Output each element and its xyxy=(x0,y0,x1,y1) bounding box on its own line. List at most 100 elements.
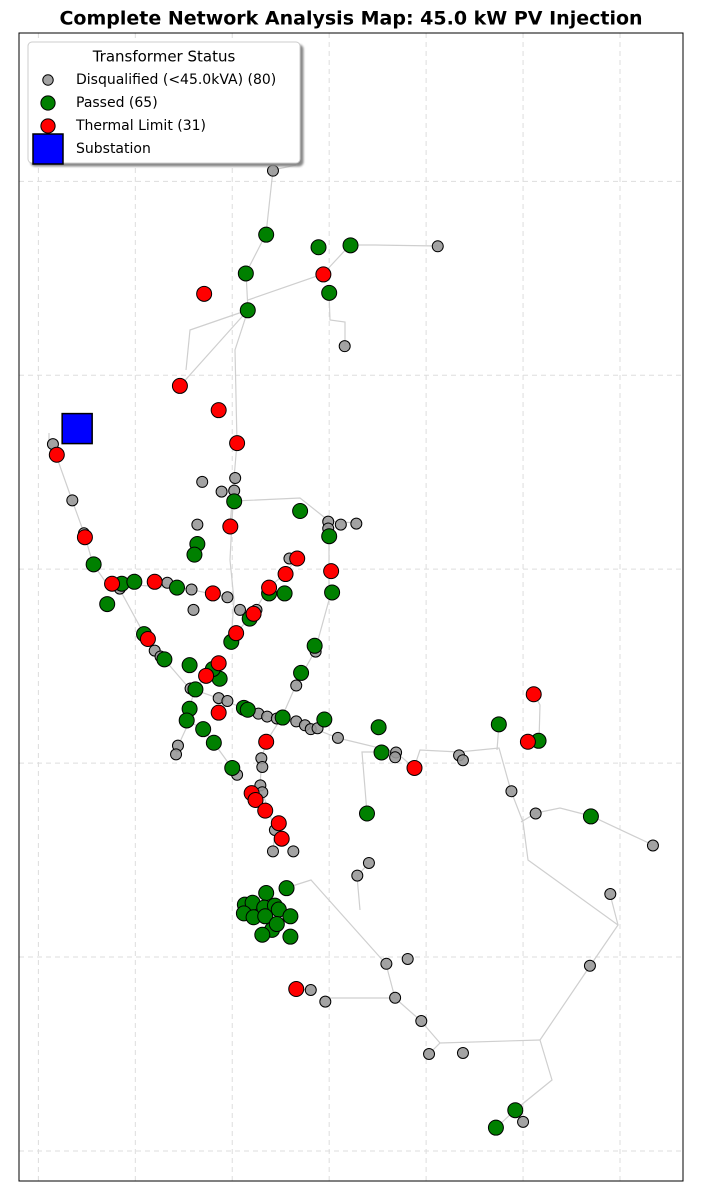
transformer-point xyxy=(210,402,227,419)
transformer-point xyxy=(191,518,204,531)
transformer-point xyxy=(323,563,340,580)
legend-label: Passed (65) xyxy=(76,95,158,111)
transformer-point xyxy=(290,679,303,692)
transformer-point xyxy=(389,751,402,764)
transformer-point xyxy=(266,845,279,858)
transformer-point xyxy=(519,733,536,750)
transformer-point xyxy=(319,995,332,1008)
legend-label: Thermal Limit (31) xyxy=(75,118,206,134)
transformer-point xyxy=(288,981,305,998)
transformer-point xyxy=(228,625,245,642)
transformer-point xyxy=(525,686,542,703)
transformer-point xyxy=(321,528,338,545)
transformer-point xyxy=(306,637,323,654)
transformer-point xyxy=(258,733,275,750)
substation-marker xyxy=(61,412,93,445)
transformer-point xyxy=(276,585,293,602)
transformer-point xyxy=(338,340,351,353)
transformer-point xyxy=(171,377,188,394)
transformer-point xyxy=(146,573,163,590)
legend-marker xyxy=(42,74,54,86)
transformer-point xyxy=(316,711,333,728)
transformer-point xyxy=(66,494,79,507)
transformer-point xyxy=(273,830,290,847)
transformer-point xyxy=(270,815,287,832)
transformer-point xyxy=(293,664,310,681)
transformer-point xyxy=(187,681,204,698)
transformer-point xyxy=(389,991,402,1004)
transformer-point xyxy=(287,845,300,858)
transformer-point xyxy=(274,709,291,726)
transformer-point xyxy=(490,716,507,733)
transformer-point xyxy=(582,808,599,825)
legend-label: Disqualified (<45.0kVA) (80) xyxy=(76,72,276,88)
transformer-point xyxy=(229,435,246,452)
transformer-point xyxy=(224,759,241,776)
transformer-point xyxy=(239,302,256,319)
plot-frame xyxy=(18,32,684,1182)
transformer-point xyxy=(181,657,198,674)
transformer-point xyxy=(254,926,271,943)
transformer-point xyxy=(239,701,256,718)
legend-label: Substation xyxy=(76,141,151,157)
transformer-point xyxy=(185,583,198,596)
transformer-point xyxy=(380,957,393,970)
transformer-point xyxy=(237,265,254,282)
transformer-point xyxy=(507,1102,524,1119)
transformer-point xyxy=(406,759,423,776)
network-edges xyxy=(48,164,654,1129)
legend-marker xyxy=(32,133,64,165)
transformer-point xyxy=(266,164,279,177)
transformer-point xyxy=(315,266,332,283)
transformer-point xyxy=(604,888,617,900)
transformer-point xyxy=(292,503,309,520)
transformer-point xyxy=(401,952,414,965)
transformer-point xyxy=(423,1047,436,1060)
transformer-point xyxy=(247,791,264,808)
transformer-point xyxy=(373,744,390,761)
transformer-point xyxy=(358,805,375,822)
transformer-point xyxy=(245,605,262,622)
points xyxy=(46,164,659,1136)
transformer-point xyxy=(222,518,239,535)
legend-title: Transformer Status xyxy=(92,48,236,66)
transformer-point xyxy=(85,556,102,573)
transformer-point xyxy=(210,704,227,721)
transformer-point xyxy=(205,734,222,751)
transformer-point xyxy=(415,1015,428,1028)
transformer-point xyxy=(324,584,341,601)
transformer-point xyxy=(234,603,247,616)
transformer-point xyxy=(99,596,116,613)
grid xyxy=(19,33,683,1181)
transformer-point xyxy=(583,959,596,972)
legend: Transformer Status Disqualified (<45.0kV… xyxy=(27,41,301,165)
transformer-point xyxy=(226,493,243,510)
transformer-point xyxy=(362,856,375,869)
transformer-point xyxy=(456,754,469,767)
transformer-point xyxy=(169,579,186,596)
chart-title: Complete Network Analysis Map: 45.0 kW P… xyxy=(59,8,642,30)
transformer-point xyxy=(257,908,274,925)
transformer-point xyxy=(487,1119,504,1136)
transformer-point xyxy=(268,916,285,933)
transformer-point xyxy=(331,731,344,744)
transformer-point xyxy=(342,237,359,254)
transformer-point xyxy=(310,239,327,256)
transformer-point xyxy=(195,721,212,738)
transformer-point xyxy=(261,710,274,723)
transformer-point xyxy=(76,529,93,546)
legend-marker xyxy=(40,118,56,134)
transformer-point xyxy=(256,760,269,773)
transformer-point xyxy=(198,667,215,684)
transformer-point xyxy=(156,651,173,668)
transformer-point xyxy=(370,719,387,736)
transformer-point xyxy=(187,603,200,616)
transformer-point xyxy=(170,748,183,761)
transformer-point xyxy=(210,655,227,672)
transformer-point xyxy=(261,579,278,596)
transformer-point xyxy=(48,446,65,463)
transformer-point xyxy=(321,284,338,301)
transformer-point xyxy=(104,575,121,592)
transformer-point xyxy=(431,240,444,253)
transformer-point xyxy=(229,472,242,485)
